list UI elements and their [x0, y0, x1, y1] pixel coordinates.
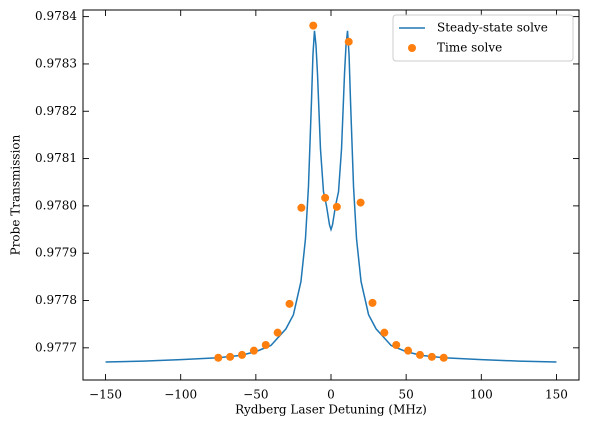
scatter-point: [238, 350, 247, 359]
scatter-point: [439, 353, 448, 362]
y-tick-label: 0.9779: [35, 246, 77, 260]
scatter-point: [368, 298, 377, 307]
legend-label: Time solve: [437, 41, 502, 55]
scatter-point: [380, 328, 389, 337]
y-axis-label: Probe Transmission: [9, 134, 23, 255]
y-tick-label: 0.9777: [35, 340, 77, 354]
scatter-point: [427, 352, 436, 361]
scatter-point: [332, 202, 341, 211]
scatter-point: [273, 328, 282, 337]
line-series: [105, 30, 557, 363]
legend-label: Steady-state solve: [437, 21, 548, 35]
scatter-point: [404, 346, 413, 355]
scatter-point: [344, 37, 353, 46]
y-tick-label: 0.9782: [35, 104, 77, 118]
scatter-point: [415, 350, 424, 359]
scatter-point: [214, 353, 223, 362]
scatter-point: [356, 198, 365, 207]
x-tick-label: −100: [164, 388, 197, 402]
scatter-point: [297, 203, 306, 212]
x-tick-label: 0: [327, 388, 335, 402]
legend-box: [392, 14, 574, 62]
plot-frame: [82, 9, 580, 381]
legend: Steady-state solve Time solve: [392, 14, 574, 62]
x-tick-label: 100: [470, 388, 493, 402]
x-axis-label: Rydberg Laser Detuning (MHz): [235, 403, 427, 417]
y-tick-label: 0.9784: [35, 9, 77, 23]
y-tick-label: 0.9781: [35, 151, 77, 165]
x-tick-label: −50: [243, 388, 268, 402]
y-tick-label: 0.9783: [35, 56, 77, 70]
scatter-point: [261, 340, 270, 349]
y-tick-label: 0.9780: [35, 198, 77, 212]
x-tick-label: −150: [89, 388, 122, 402]
y-tick-label: 0.9778: [35, 293, 77, 307]
x-tick-label: 150: [545, 388, 568, 402]
scatter-point: [249, 346, 258, 355]
scatter-point: [226, 352, 235, 361]
x-tick-label: 50: [399, 388, 414, 402]
legend-swatch: [408, 44, 416, 52]
scatter-point: [309, 21, 318, 30]
scatter-point: [285, 299, 294, 308]
scatter-point: [321, 193, 330, 202]
scatter-point: [392, 340, 401, 349]
